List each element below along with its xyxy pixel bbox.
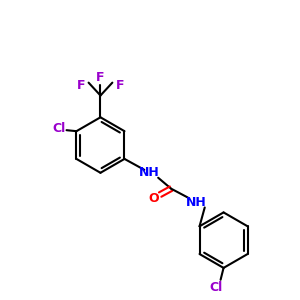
- Text: Cl: Cl: [209, 281, 222, 294]
- Text: Cl: Cl: [52, 122, 65, 135]
- Text: NH: NH: [185, 196, 206, 209]
- Text: F: F: [116, 79, 124, 92]
- Text: F: F: [96, 71, 105, 84]
- Text: F: F: [76, 79, 85, 92]
- Text: O: O: [148, 192, 158, 205]
- Text: NH: NH: [139, 166, 160, 179]
